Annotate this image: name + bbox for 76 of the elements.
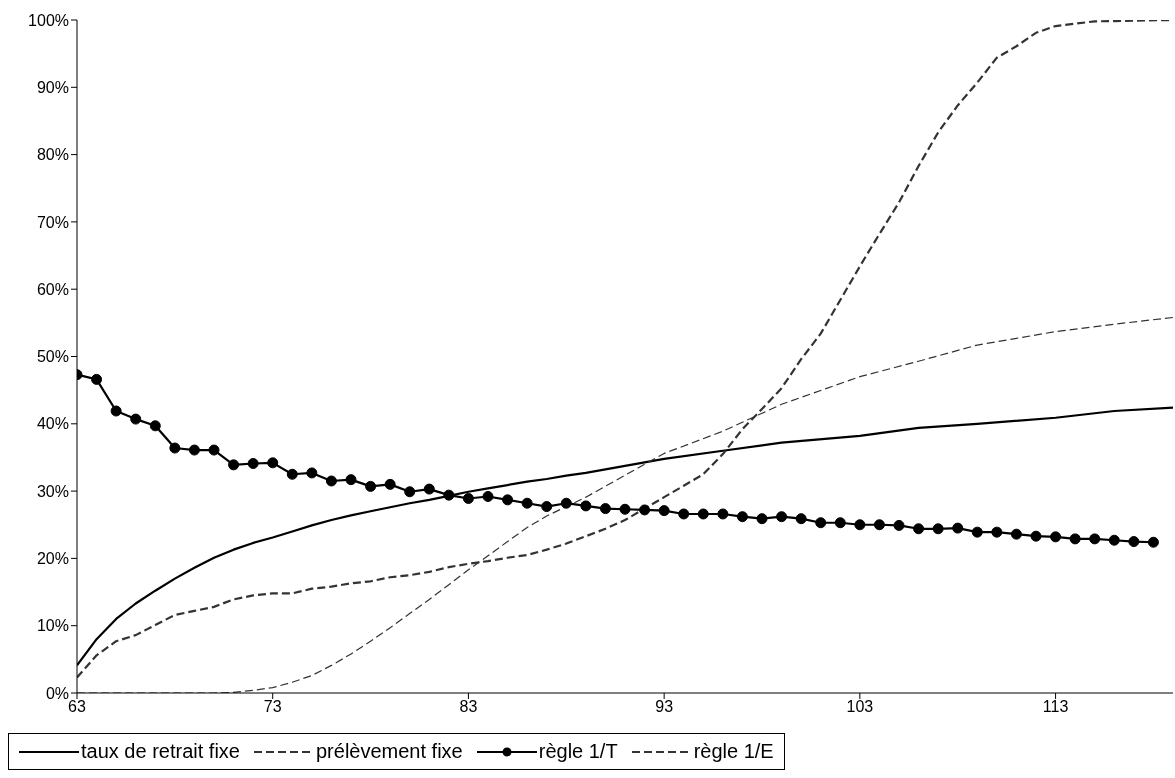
point [599, 503, 611, 515]
point [462, 493, 474, 504]
x-tick-label: 83 [459, 698, 478, 716]
point [286, 468, 298, 480]
point [776, 511, 788, 523]
point [169, 442, 181, 454]
point [247, 458, 259, 470]
point [1050, 531, 1062, 543]
point [893, 519, 905, 531]
point [91, 373, 103, 385]
point [991, 526, 1003, 538]
y-tick-label: 80% [36, 146, 69, 164]
y-tick-label: 10% [36, 617, 69, 635]
point [1030, 530, 1042, 542]
x-tick-label: 103 [846, 698, 874, 716]
point [619, 503, 631, 515]
point [952, 522, 964, 534]
point [971, 526, 983, 538]
y-tick-label: 50% [36, 348, 69, 366]
x-tick-label: 113 [1042, 698, 1069, 716]
point [306, 467, 318, 479]
point [1147, 536, 1159, 548]
point [228, 459, 240, 471]
legend-label: prélèvement fixe [315, 740, 463, 763]
point [267, 457, 279, 469]
point [110, 405, 122, 417]
point [1069, 533, 1081, 545]
y-tick-label: 20% [36, 550, 69, 568]
point [404, 486, 416, 498]
point [521, 497, 533, 509]
point [1108, 534, 1120, 546]
point [834, 517, 846, 529]
point [815, 517, 827, 529]
x-tick-label: 93 [655, 698, 674, 716]
y-tick-label: 60% [36, 280, 69, 298]
point [365, 480, 377, 492]
point [149, 420, 161, 432]
y-tick-label: 90% [36, 78, 69, 96]
y-tick-label: 100% [28, 11, 69, 29]
point [873, 519, 885, 531]
point [913, 523, 925, 535]
legend-label: taux de retrait fixe [81, 740, 240, 763]
legend-label: règle 1/T [538, 740, 618, 763]
y-tick-label: 0% [45, 684, 69, 702]
point [756, 513, 768, 525]
x-tick-label: 63 [68, 698, 86, 716]
point [736, 511, 748, 523]
point [208, 444, 220, 456]
point [502, 494, 514, 506]
point [639, 504, 651, 516]
point [1128, 536, 1140, 548]
point [541, 501, 553, 513]
point [1089, 533, 1101, 545]
point [345, 474, 357, 486]
legend-label: règle 1/E [693, 740, 774, 763]
point [1010, 528, 1022, 540]
point [717, 508, 729, 520]
point [384, 478, 396, 490]
y-tick-label: 40% [36, 415, 69, 433]
point [423, 483, 435, 495]
point [325, 475, 337, 487]
point [697, 508, 709, 520]
point [932, 523, 944, 535]
point [678, 508, 690, 520]
y-tick-label: 30% [36, 482, 69, 500]
point [580, 500, 592, 512]
point [795, 513, 807, 525]
point [658, 505, 670, 517]
point [482, 490, 494, 502]
point [560, 497, 572, 509]
point [443, 489, 455, 501]
x-tick-label: 73 [263, 698, 282, 716]
point [188, 444, 200, 456]
y-tick-label: 70% [36, 213, 69, 231]
point [130, 413, 142, 425]
point [854, 519, 866, 531]
